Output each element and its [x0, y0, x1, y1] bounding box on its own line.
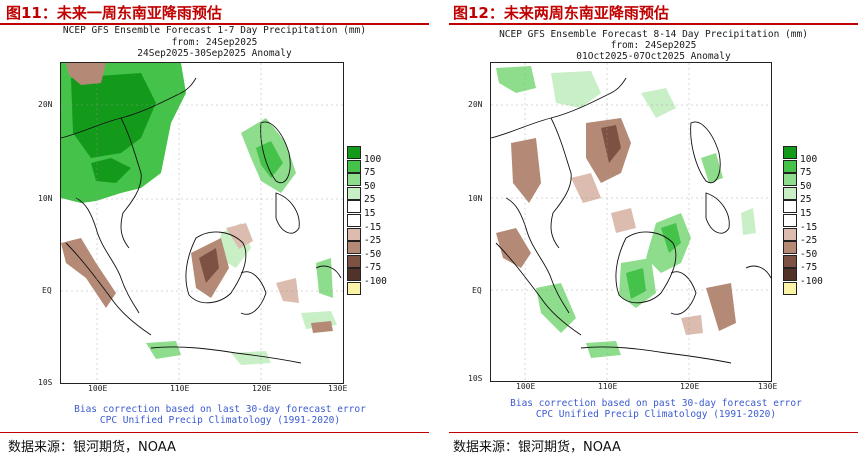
map-canvas — [491, 63, 771, 381]
lat-label-20n: 20N — [468, 100, 483, 109]
legend-label: 50 — [800, 180, 812, 192]
legend-swatch — [347, 241, 361, 255]
legend-label: 25 — [800, 194, 812, 206]
legend-swatch — [347, 282, 361, 295]
data-source: 数据来源：银河期货，NOAA — [8, 440, 176, 455]
legend-label: 15 — [800, 208, 812, 219]
panel-week1: 图11：未来一周东南亚降雨预估 NCEP GFS Ensemble Foreca… — [0, 4, 429, 455]
legend-swatch — [783, 214, 797, 227]
legend-swatch — [783, 159, 797, 173]
legend-label: 100 — [800, 153, 818, 165]
panel-separator — [429, 0, 431, 459]
chart-header-line3: 01Oct2025-07Oct2025 Anomaly — [576, 51, 731, 62]
chart-header-line2: from: 24Sep2025 — [610, 40, 697, 51]
legend-swatch — [783, 268, 797, 282]
lat-label-10n: 10N — [468, 194, 483, 203]
footer-note-line1: Bias correction based on last 30-day for… — [74, 404, 366, 415]
legend-label: 15 — [364, 208, 376, 219]
footer-rule — [0, 432, 429, 433]
legend-swatch — [783, 146, 797, 159]
precip-anomaly-map — [490, 62, 772, 382]
lat-label-10n: 10N — [38, 194, 53, 203]
legend-label: -25 — [800, 235, 818, 247]
legend-label: 50 — [364, 180, 376, 192]
legend-swatch — [783, 200, 797, 214]
wet-anomaly-areas — [61, 63, 337, 365]
legend-swatch — [347, 200, 361, 214]
chart-header-line1: NCEP GFS Ensemble Forecast 8-14 Day Prec… — [499, 29, 808, 40]
legend-swatch — [783, 241, 797, 255]
wet-anomaly-areas — [496, 66, 756, 358]
footer-note-line2: CPC Unified Precip Climatology (1991-202… — [535, 409, 777, 420]
lon-label-120e: 120E — [680, 382, 700, 391]
legend-swatch — [347, 146, 361, 159]
legend-label: -50 — [800, 248, 818, 260]
coastlines — [61, 77, 342, 364]
footer-rule — [449, 432, 858, 433]
footer-note-line2: CPC Unified Precip Climatology (1991-202… — [99, 415, 341, 426]
map-canvas — [61, 63, 343, 383]
legend-label: 100 — [364, 153, 382, 165]
chart-header-line1: NCEP GFS Ensemble Forecast 1-7 Day Preci… — [62, 25, 367, 36]
coastlines — [491, 77, 771, 364]
legend-swatch — [783, 254, 797, 268]
data-source: 数据来源：银河期货，NOAA — [453, 440, 621, 455]
legend-label: 75 — [800, 167, 812, 179]
lon-label-130e: 130E — [758, 382, 778, 391]
legend-label: -100 — [364, 276, 387, 287]
legend-swatch — [347, 173, 361, 187]
legend-label: -75 — [800, 262, 818, 274]
legend-swatch — [347, 254, 361, 268]
legend-label: 75 — [364, 167, 376, 179]
legend-label: 25 — [364, 194, 376, 206]
legend-swatch — [347, 186, 361, 200]
lat-label-eq: EQ — [42, 286, 52, 295]
legend-label: -100 — [800, 276, 823, 287]
figure-title: 图11：未来一周东南亚降雨预估 — [6, 4, 222, 22]
legend-label: -50 — [364, 248, 382, 260]
legend-label: -15 — [800, 221, 818, 233]
title-rule — [0, 23, 429, 25]
title-rule — [449, 23, 858, 25]
figure-title: 图12：未来两周东南亚降雨预估 — [453, 4, 669, 22]
panel-week2: 图12：未来两周东南亚降雨预估 NCEP GFS Ensemble Foreca… — [431, 0, 858, 459]
chart-header-line2: from: 24Sep2025 — [171, 37, 258, 48]
dry-anomaly-areas — [496, 118, 736, 335]
legend-label: -15 — [364, 221, 382, 233]
graticule — [61, 63, 343, 383]
chart-header-line3: 24Sep2025-30Sep2025 Anomaly — [137, 48, 292, 59]
legend-swatch — [347, 268, 361, 282]
footer-note-line1: Bias correction based on past 30-day for… — [510, 398, 802, 409]
lat-label-eq: EQ — [472, 286, 482, 295]
legend-swatch — [347, 159, 361, 173]
legend-label: -75 — [364, 262, 382, 274]
legend-swatch — [783, 227, 797, 241]
precip-anomaly-map — [60, 62, 344, 384]
legend-swatch — [347, 227, 361, 241]
lon-label-100e: 100E — [516, 382, 536, 391]
legend-swatch — [783, 173, 797, 187]
legend-swatch — [347, 214, 361, 227]
dry-anomaly-areas — [61, 63, 333, 333]
lat-label-20n: 20N — [38, 100, 53, 109]
lat-label-10s: 10S — [468, 374, 483, 383]
lon-label-110e: 110E — [170, 384, 190, 393]
legend-swatch — [783, 186, 797, 200]
lat-label-10s: 10S — [38, 378, 53, 387]
lon-label-130e: 130E — [328, 384, 348, 393]
legend-label: -25 — [364, 235, 382, 247]
graticule — [491, 63, 771, 381]
legend-swatch — [783, 282, 797, 295]
lon-label-110e: 110E — [598, 382, 618, 391]
lon-label-100e: 100E — [88, 384, 108, 393]
lon-label-120e: 120E — [252, 384, 272, 393]
